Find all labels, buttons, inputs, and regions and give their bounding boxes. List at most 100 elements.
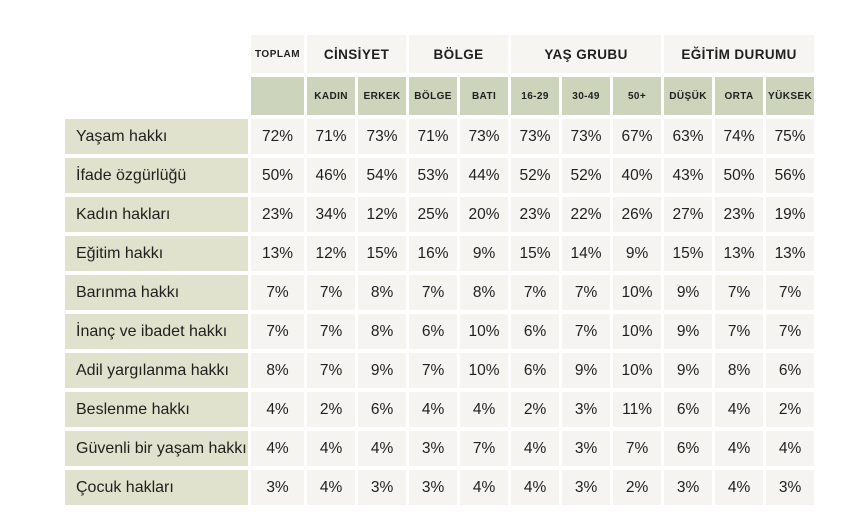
data-cell-3-9: 13%	[715, 236, 764, 271]
survey-results-table: TOPLAM CİNSİYET BÖLGE YAŞ GRUBU EĞİTİM DURUM…	[62, 31, 817, 509]
group-header-4: EĞİTİM DURUMU	[664, 35, 815, 73]
table-row: İnanç ve ibadet hakkı 7% 7% 8% 6% 10% 6% 7% 10% 9…	[65, 314, 815, 349]
data-cell-8-8: 6%	[664, 431, 713, 466]
data-cell-7-6: 3%	[562, 392, 611, 427]
data-cell-7-4: 4%	[460, 392, 509, 427]
data-cell-0-3: 71%	[409, 119, 458, 154]
data-cell-8-4: 7%	[460, 431, 509, 466]
data-cell-1-3: 53%	[409, 158, 458, 193]
data-cell-4-4: 8%	[460, 275, 509, 310]
data-cell-7-10: 2%	[766, 392, 815, 427]
data-cell-3-0: 13%	[251, 236, 305, 271]
data-cell-1-5: 52%	[511, 158, 560, 193]
row-label: Beslenme hakkı	[65, 392, 248, 427]
row-label: Güvenli bir yaşam hakkı	[65, 431, 248, 466]
table-row: Yaşam hakkı 72% 71% 73% 71% 73% 73% 73% 67% 63% 74…	[65, 119, 815, 154]
data-cell-7-2: 6%	[358, 392, 407, 427]
data-cell-9-3: 3%	[409, 470, 458, 505]
group-header-0: TOPLAM	[251, 35, 305, 73]
data-cell-5-10: 7%	[766, 314, 815, 349]
sub-header-2-0: BÖLGE	[409, 77, 458, 115]
sub-header-4-1: ORTA	[715, 77, 764, 115]
data-cell-0-0: 72%	[251, 119, 305, 154]
data-cell-0-9: 74%	[715, 119, 764, 154]
data-cell-2-4: 20%	[460, 197, 509, 232]
data-cell-2-1: 34%	[307, 197, 356, 232]
data-cell-1-6: 52%	[562, 158, 611, 193]
data-cell-7-9: 4%	[715, 392, 764, 427]
data-cell-2-5: 23%	[511, 197, 560, 232]
data-cell-2-6: 22%	[562, 197, 611, 232]
data-cell-5-4: 10%	[460, 314, 509, 349]
data-cell-6-7: 10%	[613, 353, 662, 388]
data-cell-4-6: 7%	[562, 275, 611, 310]
sub-header-0-0	[251, 77, 305, 115]
data-cell-7-3: 4%	[409, 392, 458, 427]
corner-spacer	[65, 35, 248, 73]
data-cell-4-9: 7%	[715, 275, 764, 310]
table-row: İfade özgürlüğü 50% 46% 54% 53% 44% 52% 52% 40% 4…	[65, 158, 815, 193]
data-cell-7-1: 2%	[307, 392, 356, 427]
data-cell-2-9: 23%	[715, 197, 764, 232]
sub-header-2-1: BATI	[460, 77, 509, 115]
data-cell-6-9: 8%	[715, 353, 764, 388]
data-cell-6-1: 7%	[307, 353, 356, 388]
table-row: Çocuk hakları 3% 4% 3% 3% 4% 4% 3% 2% 3% 4% 3%	[65, 470, 815, 505]
table-row: Barınma hakkı 7% 7% 8% 7% 8% 7% 7% 10% 9% 7% 7%	[65, 275, 815, 310]
data-cell-7-8: 6%	[664, 392, 713, 427]
data-cell-1-10: 56%	[766, 158, 815, 193]
sub-header-4-0: DÜŞÜK	[664, 77, 713, 115]
data-cell-9-6: 3%	[562, 470, 611, 505]
data-cell-9-2: 3%	[358, 470, 407, 505]
data-cell-6-4: 10%	[460, 353, 509, 388]
data-cell-6-10: 6%	[766, 353, 815, 388]
data-cell-7-5: 2%	[511, 392, 560, 427]
data-cell-9-5: 4%	[511, 470, 560, 505]
table-row: Güvenli bir yaşam hakkı 4% 4% 4% 3% 7% 4% 3% 7% 6…	[65, 431, 815, 466]
data-cell-7-7: 11%	[613, 392, 662, 427]
data-cell-9-1: 4%	[307, 470, 356, 505]
table-body: Yaşam hakkı 72% 71% 73% 71% 73% 73% 73% 67% 63% 74…	[65, 119, 815, 505]
data-cell-5-0: 7%	[251, 314, 305, 349]
data-cell-0-7: 67%	[613, 119, 662, 154]
data-cell-0-10: 75%	[766, 119, 815, 154]
data-cell-5-6: 7%	[562, 314, 611, 349]
group-header-3: YAŞ GRUBU	[511, 35, 662, 73]
sub-header-3-2: 50+	[613, 77, 662, 115]
data-cell-9-4: 4%	[460, 470, 509, 505]
data-cell-3-1: 12%	[307, 236, 356, 271]
data-cell-5-8: 9%	[664, 314, 713, 349]
data-cell-8-0: 4%	[251, 431, 305, 466]
sub-header-3-1: 30-49	[562, 77, 611, 115]
table-row: Kadın hakları 23% 34% 12% 25% 20% 23% 22% 26% 27%…	[65, 197, 815, 232]
data-cell-9-0: 3%	[251, 470, 305, 505]
table-row: Beslenme hakkı 4% 2% 6% 4% 4% 2% 3% 11% 6% 4% 2%	[65, 392, 815, 427]
data-cell-4-1: 7%	[307, 275, 356, 310]
group-header-1: CİNSİYET	[307, 35, 407, 73]
table-row: Eğitim hakkı 13% 12% 15% 16% 9% 15% 14% 9% 15% 13%…	[65, 236, 815, 271]
data-cell-2-2: 12%	[358, 197, 407, 232]
data-cell-5-7: 10%	[613, 314, 662, 349]
data-cell-8-2: 4%	[358, 431, 407, 466]
data-cell-7-0: 4%	[251, 392, 305, 427]
group-header-row: TOPLAM CİNSİYET BÖLGE YAŞ GRUBU EĞİTİM DURUM…	[65, 35, 815, 73]
data-cell-6-8: 9%	[664, 353, 713, 388]
group-header-2: BÖLGE	[409, 35, 509, 73]
data-cell-4-8: 9%	[664, 275, 713, 310]
data-cell-5-1: 7%	[307, 314, 356, 349]
data-cell-3-3: 16%	[409, 236, 458, 271]
sub-header-4-2: YÜKSEK	[766, 77, 815, 115]
data-cell-5-5: 6%	[511, 314, 560, 349]
data-cell-8-1: 4%	[307, 431, 356, 466]
data-cell-6-3: 7%	[409, 353, 458, 388]
corner-spacer	[65, 77, 248, 115]
row-label: İnanç ve ibadet hakkı	[65, 314, 248, 349]
data-cell-8-10: 4%	[766, 431, 815, 466]
data-cell-1-7: 40%	[613, 158, 662, 193]
sub-header-1-0: KADIN	[307, 77, 356, 115]
row-label: İfade özgürlüğü	[65, 158, 248, 193]
data-cell-4-3: 7%	[409, 275, 458, 310]
row-label: Çocuk hakları	[65, 470, 248, 505]
data-cell-3-8: 15%	[664, 236, 713, 271]
data-cell-2-8: 27%	[664, 197, 713, 232]
